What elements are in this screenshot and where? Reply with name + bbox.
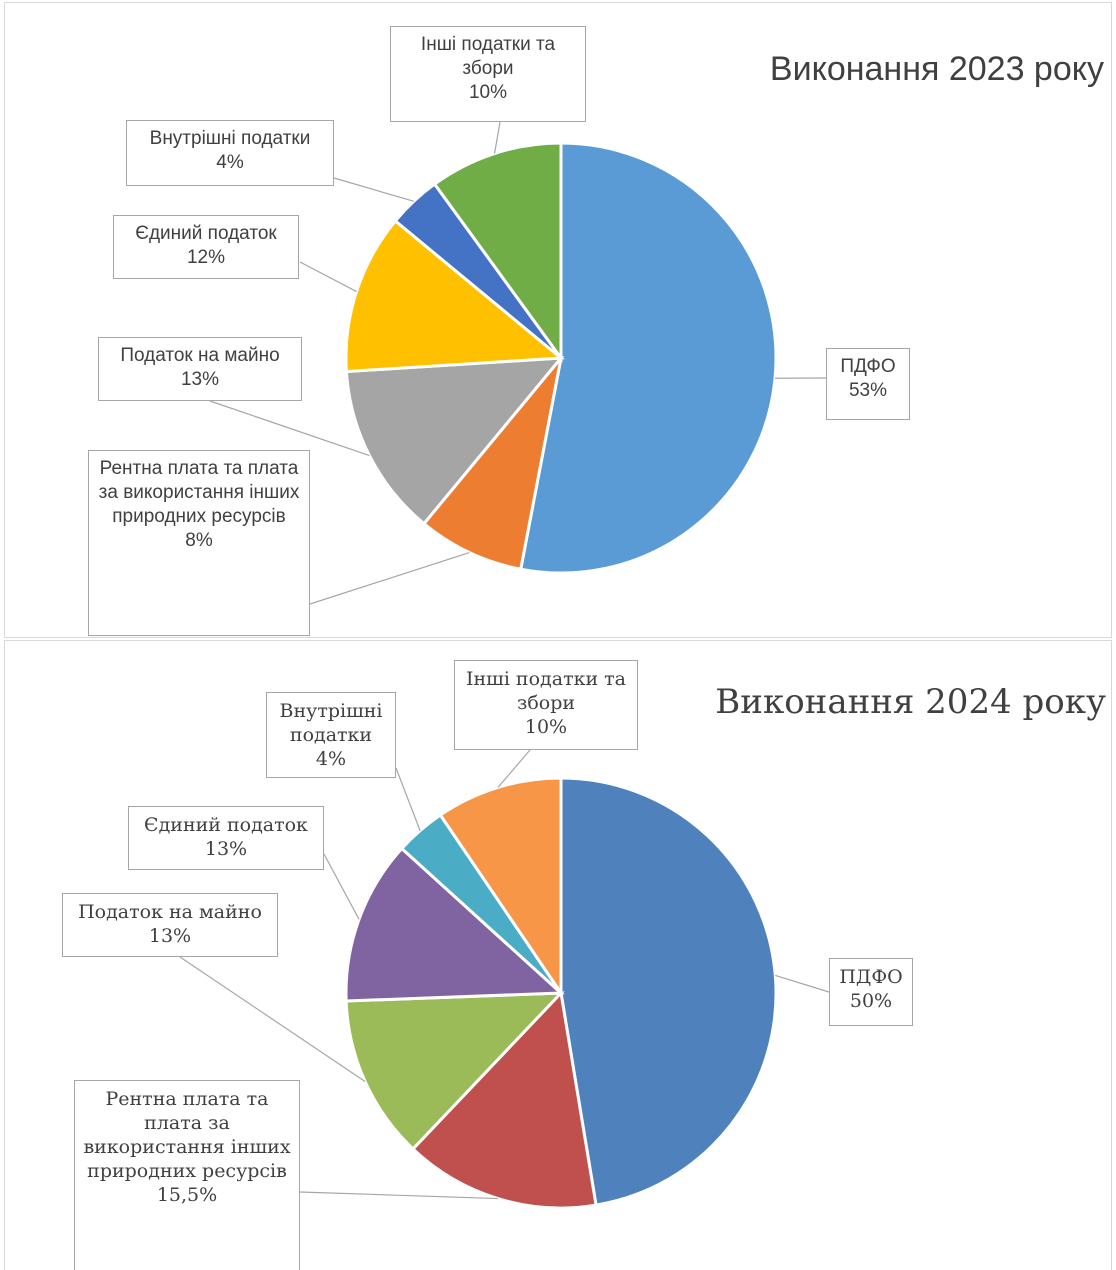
leader-line — [333, 177, 414, 202]
chart-panel — [4, 2, 1112, 638]
data-label: Рентна плата та плата за використання ін… — [74, 1080, 300, 1270]
data-label: Рентна плата та плата за використання ін… — [88, 450, 310, 636]
leader-line — [497, 749, 531, 788]
label-name: Внутрішні податки — [149, 128, 311, 149]
data-label: Внутрішні податки 4% — [126, 120, 334, 186]
label-value: 13% — [204, 838, 248, 860]
leader-line — [395, 767, 421, 831]
label-value: 12% — [186, 247, 226, 268]
label-value: 15,5% — [156, 1184, 218, 1206]
label-value: 4% — [216, 152, 244, 173]
label-name: Інші податки та збори — [420, 34, 556, 79]
label-value: 4% — [315, 748, 347, 770]
label-name: Єдиний податок — [135, 223, 277, 244]
label-name: Рентна плата та плата за використання ін… — [83, 1088, 291, 1182]
label-name: Рентна плата та плата за використання ін… — [98, 458, 300, 527]
leader-line — [323, 853, 360, 920]
label-value: 53% — [848, 380, 888, 401]
data-label: Інші податки та збори 10% — [390, 26, 586, 122]
pie-slice — [344, 218, 565, 374]
data-label: Податок на майно 13% — [98, 337, 302, 401]
leader-line — [775, 974, 830, 993]
pie-slice — [518, 141, 778, 575]
chart-title: Виконання 2023 року — [769, 50, 1104, 88]
data-label: ПДФО 50% — [829, 958, 913, 1026]
leader-line — [299, 1191, 498, 1200]
pie-slice — [421, 357, 563, 571]
label-name: Податок на майно — [120, 345, 280, 366]
label-name: Податок на майно — [78, 901, 262, 923]
chart-title: Виконання 2024 року — [715, 682, 1106, 722]
data-label: Єдиний податок 12% — [113, 215, 299, 279]
leader-line — [179, 956, 366, 1083]
label-name: Інші податки та збори — [465, 668, 626, 714]
label-value: 8% — [185, 530, 213, 551]
label-value: 50% — [849, 990, 893, 1012]
label-value: 13% — [148, 925, 192, 947]
pie-slice — [559, 776, 778, 1207]
data-label: Внутрішні податки 4% — [266, 692, 396, 778]
label-value: 10% — [524, 716, 568, 738]
label-name: Внутрішні податки — [279, 700, 383, 746]
data-label: Податок на майно 13% — [62, 893, 278, 957]
data-label: ПДФО 53% — [826, 348, 910, 420]
chart-panel — [4, 640, 1112, 1270]
data-label: Інші податки та збори 10% — [454, 660, 638, 750]
pie-slice — [438, 776, 563, 998]
label-name: ПДФО — [839, 966, 903, 988]
leader-line — [309, 551, 470, 605]
label-value: 10% — [468, 82, 508, 103]
label-name: ПДФО — [840, 356, 896, 377]
pie-slice — [410, 989, 598, 1210]
data-label: Єдиний податок 13% — [128, 806, 324, 870]
label-value: 13% — [180, 369, 220, 390]
pie-slice — [344, 356, 565, 526]
leader-line — [493, 121, 501, 154]
leader-line — [299, 261, 357, 293]
label-name: Єдиний податок — [144, 814, 308, 836]
leader-line — [209, 400, 370, 457]
